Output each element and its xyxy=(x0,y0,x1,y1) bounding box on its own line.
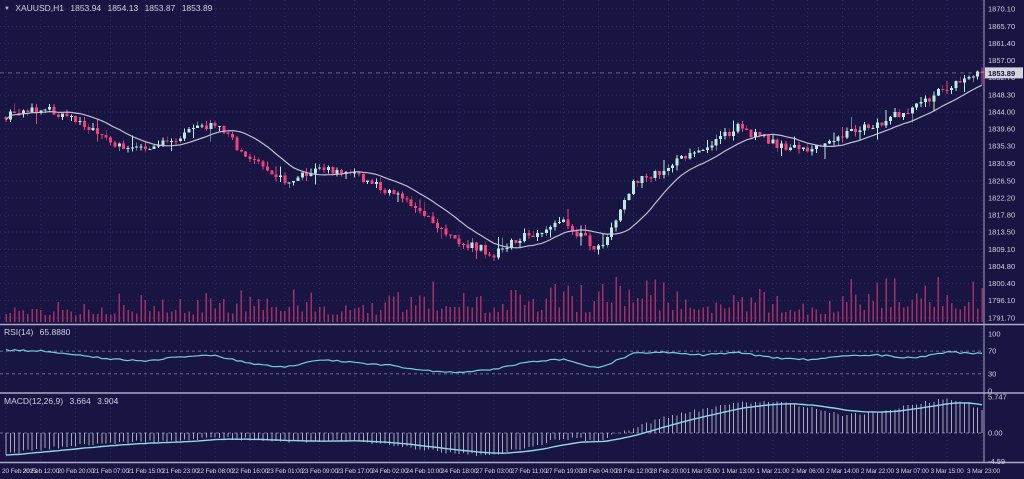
time-tick-label: 20 Feb 2023 xyxy=(2,468,37,475)
time-tick-label: 27 Feb 03:00 xyxy=(476,468,513,475)
time-tick-label: 28 Feb 12:00 xyxy=(615,468,652,475)
price-axis[interactable]: 1870.101865.701861.401857.001852.701848.… xyxy=(988,5,1015,467)
current-price-tag-box xyxy=(985,67,1023,79)
current-price-tag-value: 1853.89 xyxy=(988,69,1015,78)
time-tick-label: 1 Mar 21:00 xyxy=(756,468,790,475)
time-tick-label: 27 Feb 19:00 xyxy=(545,468,582,475)
chart-marker-icon: ▼ xyxy=(4,6,10,12)
price-tick-label: 1844.00 xyxy=(988,107,1015,116)
price-tick-label: 1861.40 xyxy=(988,39,1015,48)
grid-lines xyxy=(0,0,984,463)
time-tick-label: 24 Feb 18:00 xyxy=(441,468,478,475)
time-tick-label: 3 Mar 07:00 xyxy=(896,468,930,475)
rsi-tick-label: 100 xyxy=(988,330,1001,339)
time-tick-label: 21 Feb 07:00 xyxy=(92,468,129,475)
time-tick-label: 3 Mar 15:00 xyxy=(931,468,965,475)
rsi-tick-label: 30 xyxy=(988,369,996,378)
price-tick-label: 1865.70 xyxy=(988,22,1015,31)
time-tick-label: 23 Feb 01:00 xyxy=(267,468,304,475)
time-tick-label: 21 Feb 15:00 xyxy=(127,468,164,475)
macd-indicator-label: MACD(12,26,9) 3.664 3.904 xyxy=(4,396,122,406)
rsi-tick-label: 0 xyxy=(988,387,992,396)
price-tick-label: 1796.10 xyxy=(988,296,1015,305)
time-tick-label: 28 Feb 20:00 xyxy=(650,468,687,475)
quote-close: 1853.89 xyxy=(181,3,213,13)
time-tick-label: 23 Feb 17:00 xyxy=(336,468,373,475)
price-tick-label: 1822.20 xyxy=(988,193,1015,202)
ma-line xyxy=(5,84,983,249)
time-tick-label: 22 Feb 16:00 xyxy=(232,468,269,475)
time-tick-label: 24 Feb 10:00 xyxy=(406,468,443,475)
candlesticks xyxy=(4,67,984,262)
time-tick-label: 21 Feb 23:00 xyxy=(162,468,199,475)
time-tick-label: 1 Mar 13:00 xyxy=(722,468,756,475)
time-tick-label: 20 Feb 12:00 xyxy=(23,468,60,475)
macd-tick-label: 0.00 xyxy=(988,429,1003,438)
price-tick-label: 1809.10 xyxy=(988,245,1015,254)
rsi-line xyxy=(5,348,983,374)
time-tick-label: 2 Mar 22:00 xyxy=(861,468,895,475)
macd-tick-label: -4.59 xyxy=(988,457,1005,466)
time-tick-label: 27 Feb 11:00 xyxy=(511,468,548,475)
macd-name: MACD(12,26,9) xyxy=(4,396,64,406)
price-tick-label: 1848.30 xyxy=(988,90,1015,99)
quote-low: 1853.87 xyxy=(144,3,176,13)
price-tick-label: 1804.80 xyxy=(988,262,1015,271)
time-tick-label: 2 Mar 14:00 xyxy=(826,468,860,475)
price-tick-label: 1830.90 xyxy=(988,159,1015,168)
price-tick-label: 1839.60 xyxy=(988,125,1015,134)
price-tick-label: 1817.80 xyxy=(988,211,1015,220)
price-tick-label: 1870.10 xyxy=(988,5,1015,14)
quote-high: 1854.13 xyxy=(107,3,139,13)
time-tick-label: 23 Feb 09:00 xyxy=(301,468,338,475)
chart-symbol-timeframe: XAUUSD,H1 xyxy=(15,3,64,13)
price-tick-label: 1791.70 xyxy=(988,314,1015,323)
time-tick-label: 2 Mar 06:00 xyxy=(791,468,825,475)
price-tick-label: 1835.30 xyxy=(988,142,1015,151)
rsi-indicator-label: RSI(14) 65.8880 xyxy=(4,327,74,337)
macd-signal-value: 3.904 xyxy=(97,396,119,406)
macd-main-value: 3.664 xyxy=(69,396,91,406)
current-price-tag: 1853.89 xyxy=(985,67,1023,79)
macd-signal-line xyxy=(5,402,983,456)
quote-open: 1853.94 xyxy=(70,3,102,13)
chart-title: ▼ XAUUSD,H1 1853.94 1854.13 1853.87 1853… xyxy=(4,3,216,13)
rsi-tick-label: 70 xyxy=(988,347,996,356)
rsi-value: 65.8880 xyxy=(39,327,71,337)
time-tick-label: 22 Feb 08:00 xyxy=(197,468,234,475)
time-tick-label: 24 Feb 02:00 xyxy=(371,468,408,475)
price-tick-label: 1857.00 xyxy=(988,56,1015,65)
rsi-name: RSI(14) xyxy=(4,327,34,337)
time-tick-label: 1 Mar 05:00 xyxy=(687,468,721,475)
time-tick-label: 20 Feb 20:00 xyxy=(57,468,94,475)
volume-bars xyxy=(5,276,983,322)
time-tick-label: 3 Mar 23:00 xyxy=(967,468,1001,475)
price-tick-label: 1800.40 xyxy=(988,279,1015,288)
price-tick-label: 1826.50 xyxy=(988,176,1015,185)
price-tick-label: 1813.50 xyxy=(988,228,1015,237)
macd-tick-label: 5.747 xyxy=(988,393,1007,402)
time-tick-label: 28 Feb 04:00 xyxy=(580,468,617,475)
